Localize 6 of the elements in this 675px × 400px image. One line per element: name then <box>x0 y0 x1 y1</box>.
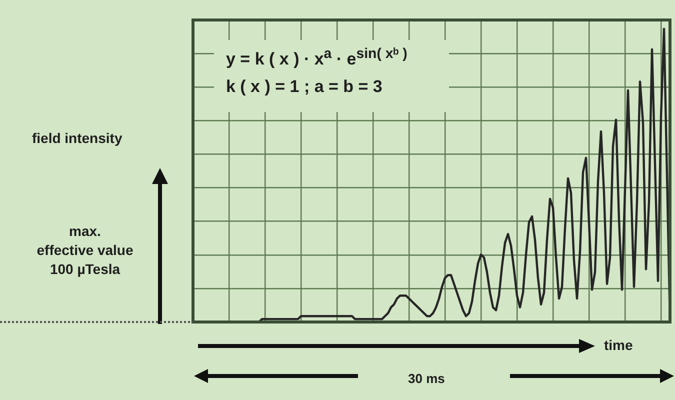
x-axis-title: time <box>604 337 633 353</box>
text: max. effective value 100 µTesla <box>36 222 134 279</box>
text: 30 ms <box>408 371 445 386</box>
annotation: y = k ( x ) · x$^{a}$ · e$^{sin( xᵇ )}$ <box>226 46 408 70</box>
annotation: k ( x ) = 1 ; a = b = 3 <box>226 77 382 97</box>
text: field intensity <box>32 130 122 146</box>
